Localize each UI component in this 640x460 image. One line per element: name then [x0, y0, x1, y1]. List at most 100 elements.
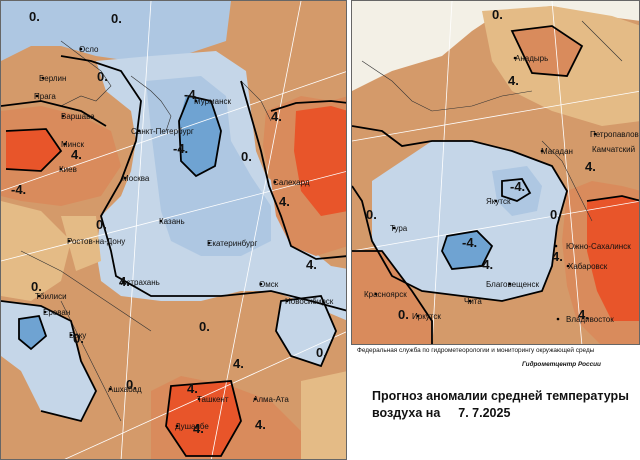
forecast-date: 7. 7.2025 — [458, 406, 511, 420]
west-map: 0. 0. 0. 4. -4. -4. 4. -4. 0. 4. 0. 4. 0… — [1, 1, 346, 459]
coastline — [60, 40, 112, 107]
city-label-moscow: Москва — [122, 174, 150, 183]
city-label-blagoveshchensk: Благовещенск — [486, 280, 539, 289]
isoline-four-west — [5, 128, 63, 172]
isoline-label: -4. — [478, 257, 493, 272]
forecast-subtitle: воздуха на 7. 7.2025 — [372, 406, 510, 420]
isoline-zero-main — [352, 125, 568, 302]
city-label-st-petersburg: Санкт-Петербург — [131, 127, 194, 136]
isoline-label: 4. — [508, 73, 519, 88]
hot-core-tashkent — [166, 381, 241, 456]
coastline — [240, 80, 272, 122]
isoline-label: 0. — [316, 345, 327, 360]
parallel-line — [64, 331, 346, 459]
isoline-label: 0. — [241, 149, 252, 164]
city-label-dushanbe: Душанбе — [175, 422, 209, 431]
hot-core-sakhalin — [587, 196, 639, 321]
forecast-subtitle-text: воздуха на — [372, 406, 441, 420]
isoline-minus-four — [178, 94, 222, 178]
coastline — [541, 140, 593, 222]
isoline-zero-east — [240, 80, 346, 260]
isoline-label: -4. — [173, 141, 188, 156]
city-label-salekhard: Салехард — [273, 178, 310, 187]
isoline-label: 0. — [96, 217, 107, 232]
city-label-chita: Чита — [464, 297, 482, 306]
isoline-label: 4. — [233, 356, 244, 371]
isolines — [352, 25, 639, 344]
isoline-minus-four — [441, 230, 494, 270]
city-label-krasnoyarsk: Красноярск — [364, 290, 407, 299]
isoline-zero-southwest — [352, 250, 433, 344]
isoline-label: 4. — [119, 274, 130, 289]
city-label-yakutsk: Якутск — [486, 197, 511, 206]
neutral-area-rostov — [61, 216, 101, 271]
cold-core-murmansk — [179, 96, 221, 176]
meridian-line — [210, 1, 302, 459]
isoline-label: 0. — [366, 207, 377, 222]
city-label-baku: Баку — [69, 331, 86, 340]
warm-core-anadyr — [512, 26, 582, 76]
isoline-label: 4. — [306, 257, 317, 272]
city-label-irkutsk: Иркутск — [412, 312, 441, 321]
city-label-omsk: Омск — [259, 280, 279, 289]
east-map-panel: 0. 4. 4. 0. -4. -4. -4. 0. 4. 0. 4. Анад… — [351, 0, 640, 345]
city-label-kazan: Казань — [159, 217, 185, 226]
city-label-warsaw: Варшава — [61, 112, 95, 121]
city-markers — [35, 47, 289, 428]
city-label-erevan: Ереван — [43, 308, 70, 317]
cold-area-novosibirsk — [276, 296, 336, 366]
coastline — [130, 75, 172, 132]
city-label-yuzhno-sakhalinsk: Южно-Сахалинск — [566, 242, 631, 251]
parallel-line — [352, 200, 639, 252]
city-label-tbilisi: Тбилиси — [35, 292, 67, 301]
meridian-line — [431, 1, 453, 344]
isoline-label: -4. — [11, 182, 26, 197]
neutral-area-southeast — [301, 371, 346, 459]
isoline-minus-four-yakutsk — [501, 178, 532, 202]
isoline-zero-west — [1, 100, 107, 127]
parallel-line — [352, 90, 639, 142]
isoline-label: 4. — [279, 194, 290, 209]
city-label-ashgabat: Ашхабад — [108, 385, 142, 394]
city-label-oslo: Осло — [79, 45, 99, 54]
isoline-label: 0. — [29, 9, 40, 24]
isoline-label: 0. — [31, 279, 42, 294]
isoline-label: -4. — [184, 87, 199, 102]
city-label-tashkent: Ташкент — [197, 395, 229, 404]
isoline-label: 0. — [73, 331, 84, 346]
isoline-label: 4. — [71, 147, 82, 162]
isoline-label: 0. — [199, 319, 210, 334]
city-label-anadyr: Анадырь — [515, 54, 548, 63]
city-label-ekaterinburg: Екатеринбург — [207, 239, 257, 248]
isoline-label: 4. — [552, 249, 563, 264]
credit-center: Гидрометцентр России — [522, 361, 601, 368]
isoline-label: 4. — [271, 109, 282, 124]
hot-core-salekhard — [294, 106, 346, 216]
isolines — [1, 55, 346, 457]
city-label-petropavlovsk: Петропавловск — [590, 130, 640, 139]
city-label-kamchatsky: Камчатский — [592, 145, 635, 154]
isoline-label: 0. — [126, 377, 137, 392]
sea-north — [1, 1, 231, 61]
coastlines — [361, 20, 623, 222]
isoline-label: 0. — [97, 69, 108, 84]
isoline-label: 4. — [187, 381, 198, 396]
isoline-label: 4. — [585, 159, 596, 174]
city-label-magadan: Магадан — [541, 147, 573, 156]
isoline-minus-four-south — [18, 314, 48, 351]
city-label-almaty: Алма-Ата — [253, 395, 289, 404]
isoline-zero-caucasus — [1, 300, 98, 423]
cold-area-yakutsk — [492, 166, 542, 216]
isoline-label: -4. — [462, 235, 477, 250]
isoline-four-tashkent — [165, 380, 242, 457]
forecast-title: Прогноз аномалии средней температуры — [372, 389, 629, 403]
city-label-minsk: Минск — [61, 140, 85, 149]
grid — [1, 1, 346, 459]
west-map-panel: 0. 0. 0. 4. -4. -4. 4. -4. 0. 4. 0. 4. 0… — [0, 0, 347, 460]
city-label-kiev: Киев — [59, 165, 77, 174]
city-label-prague: Прага — [34, 92, 56, 101]
isoline-label: 0. — [398, 307, 409, 322]
isoline-label: 4. — [578, 307, 589, 322]
border-line — [20, 250, 152, 332]
grid — [352, 1, 639, 344]
